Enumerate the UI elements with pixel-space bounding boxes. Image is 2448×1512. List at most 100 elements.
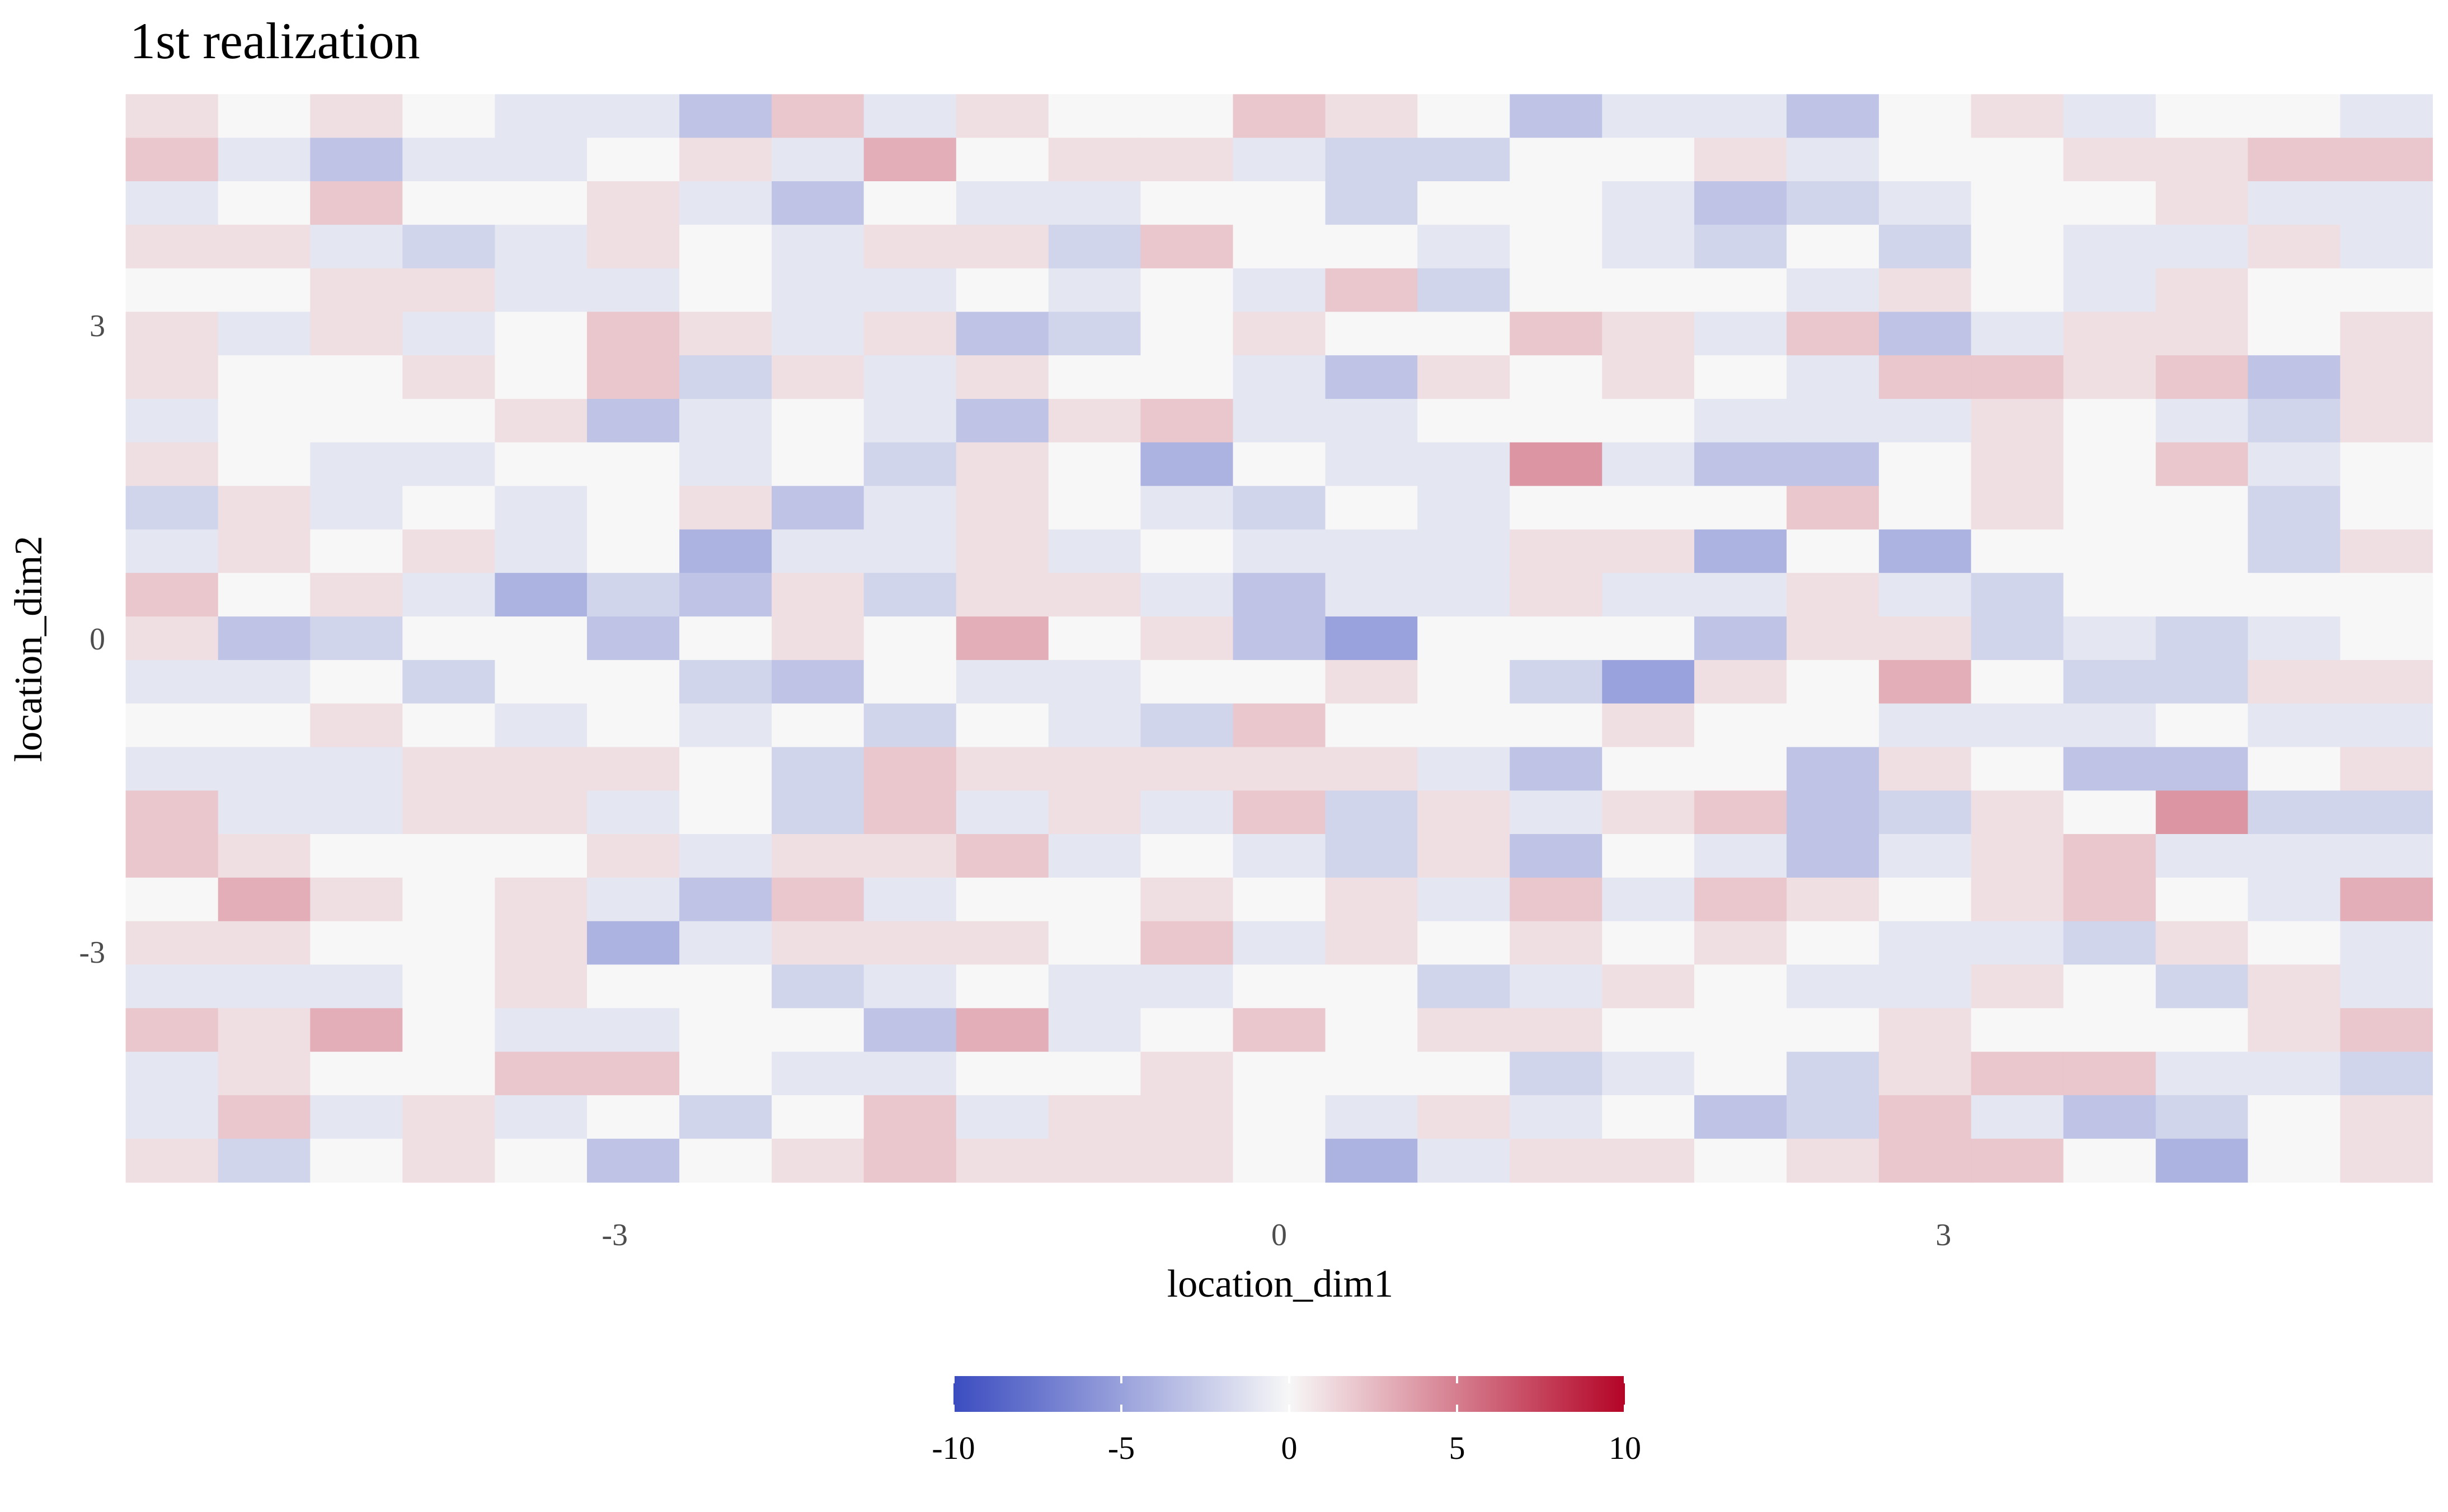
heatmap-cell-r7-c18 xyxy=(1786,399,1880,443)
heatmap-cell-r2-c18 xyxy=(1786,181,1880,225)
heatmap-cell-r8-c6 xyxy=(679,442,772,487)
heatmap-cell-r14-c17 xyxy=(1694,703,1787,748)
heatmap-cell-r4-c13 xyxy=(1325,268,1418,313)
heatmap-cell-r2-c7 xyxy=(772,181,864,225)
heatmap-cell-r1-c2 xyxy=(310,138,403,182)
heatmap-cell-r17-c0 xyxy=(125,834,219,878)
heatmap-cell-r3-c5 xyxy=(587,224,680,269)
heatmap-cell-r19-c8 xyxy=(863,921,957,965)
heatmap-cell-r13-c3 xyxy=(402,660,495,704)
heatmap-cell-r17-c14 xyxy=(1417,834,1510,878)
heatmap-cell-r11-c5 xyxy=(587,573,680,617)
heatmap-cell-r20-c16 xyxy=(1602,964,1695,1009)
heatmap-cell-r2-c20 xyxy=(1971,181,2064,225)
heatmap-cell-r19-c16 xyxy=(1602,921,1695,965)
heatmap-cell-r21-c8 xyxy=(863,1008,957,1052)
heatmap-cell-r8-c8 xyxy=(863,442,957,487)
heatmap-cell-r20-c5 xyxy=(587,964,680,1009)
heatmap-cell-r2-c19 xyxy=(1878,181,1972,225)
heatmap-cell-r23-c0 xyxy=(125,1095,219,1139)
heatmap-cell-r18-c16 xyxy=(1602,877,1695,922)
heatmap-cell-r3-c19 xyxy=(1878,224,1972,269)
heatmap-cell-r8-c9 xyxy=(956,442,1049,487)
heatmap-cell-r19-c1 xyxy=(218,921,311,965)
colorbar-tick-label: -5 xyxy=(1108,1430,1135,1466)
heatmap-cell-r9-c4 xyxy=(495,486,588,530)
heatmap-cell-r3-c14 xyxy=(1417,224,1510,269)
heatmap-cell-r13-c24 xyxy=(2340,660,2433,704)
heatmap-cell-r16-c23 xyxy=(2248,790,2341,835)
heatmap-cell-r6-c11 xyxy=(1140,355,1233,399)
heatmap-cell-r6-c6 xyxy=(679,355,772,399)
heatmap-cell-r21-c18 xyxy=(1786,1008,1880,1052)
heatmap-cell-r0-c15 xyxy=(1510,94,1603,138)
heatmap-cell-r11-c12 xyxy=(1233,573,1326,617)
y-axis-title: location_dim2 xyxy=(7,536,50,762)
heatmap-cell-r0-c11 xyxy=(1140,94,1233,138)
heatmap-cell-r22-c22 xyxy=(2155,1052,2249,1096)
heatmap-cell-r24-c24 xyxy=(2340,1138,2433,1183)
heatmap-cell-r11-c13 xyxy=(1325,573,1418,617)
heatmap-cell-r10-c5 xyxy=(587,529,680,573)
heatmap-cell-r21-c2 xyxy=(310,1008,403,1052)
heatmap-cell-r4-c1 xyxy=(218,268,311,313)
heatmap-cell-r6-c10 xyxy=(1048,355,1141,399)
heatmap-cell-r11-c21 xyxy=(2063,573,2156,617)
heatmap-cell-r13-c15 xyxy=(1510,660,1603,704)
heatmap-cell-r15-c5 xyxy=(587,747,680,791)
heatmap-cell-r1-c17 xyxy=(1694,138,1787,182)
colorbar-tick-label: 10 xyxy=(1609,1430,1641,1466)
heatmap-cell-r20-c18 xyxy=(1786,964,1880,1009)
heatmap-cell-r9-c8 xyxy=(863,486,957,530)
heatmap-cell-r21-c20 xyxy=(1971,1008,2064,1052)
heatmap-cell-r14-c21 xyxy=(2063,703,2156,748)
heatmap-cell-r14-c18 xyxy=(1786,703,1880,748)
heatmap-cell-r24-c0 xyxy=(125,1138,219,1183)
heatmap-cell-r0-c24 xyxy=(2340,94,2433,138)
heatmap-cell-r23-c20 xyxy=(1971,1095,2064,1139)
heatmap-cell-r12-c16 xyxy=(1602,616,1695,661)
heatmap-cell-r2-c13 xyxy=(1325,181,1418,225)
heatmap-cell-r9-c0 xyxy=(125,486,219,530)
heatmap-cell-r24-c3 xyxy=(402,1138,495,1183)
heatmap-cell-r5-c12 xyxy=(1233,312,1326,356)
heatmap-cell-r11-c24 xyxy=(2340,573,2433,617)
heatmap-cell-r16-c8 xyxy=(863,790,957,835)
heatmap-cell-r18-c4 xyxy=(495,877,588,922)
heatmap-cell-r6-c2 xyxy=(310,355,403,399)
heatmap-cell-r16-c2 xyxy=(310,790,403,835)
heatmap-cell-r8-c2 xyxy=(310,442,403,487)
heatmap-cell-r1-c10 xyxy=(1048,138,1141,182)
heatmap-cell-r23-c16 xyxy=(1602,1095,1695,1139)
heatmap-cell-r23-c6 xyxy=(679,1095,772,1139)
heatmap-cell-r14-c6 xyxy=(679,703,772,748)
heatmap-cell-r18-c13 xyxy=(1325,877,1418,922)
y-tick-label: 3 xyxy=(90,309,105,343)
heatmap-cell-r10-c20 xyxy=(1971,529,2064,573)
heatmap-cell-r0-c3 xyxy=(402,94,495,138)
heatmap-cell-r22-c6 xyxy=(679,1052,772,1096)
heatmap-cell-r15-c21 xyxy=(2063,747,2156,791)
heatmap-cell-r22-c1 xyxy=(218,1052,311,1096)
heatmap-cell-r9-c18 xyxy=(1786,486,1880,530)
heatmap-cell-r18-c24 xyxy=(2340,877,2433,922)
heatmap-cell-r23-c18 xyxy=(1786,1095,1880,1139)
heatmap-cell-r24-c2 xyxy=(310,1138,403,1183)
heatmap-cell-r4-c4 xyxy=(495,268,588,313)
heatmap-cell-r7-c12 xyxy=(1233,399,1326,443)
heatmap-cell-r13-c13 xyxy=(1325,660,1418,704)
heatmap-cell-r18-c0 xyxy=(125,877,219,922)
heatmap-cell-r9-c11 xyxy=(1140,486,1233,530)
heatmap-cell-r18-c6 xyxy=(679,877,772,922)
heatmap-cell-r14-c19 xyxy=(1878,703,1972,748)
heatmap-cell-r24-c5 xyxy=(587,1138,680,1183)
heatmap-cell-r15-c24 xyxy=(2340,747,2433,791)
heatmap-cell-r17-c2 xyxy=(310,834,403,878)
heatmap-cell-r15-c0 xyxy=(125,747,219,791)
heatmap-cell-r24-c13 xyxy=(1325,1138,1418,1183)
heatmap-cell-r8-c21 xyxy=(2063,442,2156,487)
heatmap-cell-r7-c19 xyxy=(1878,399,1972,443)
heatmap-cell-r4-c24 xyxy=(2340,268,2433,313)
heatmap-cell-r10-c19 xyxy=(1878,529,1972,573)
heatmap-cell-r10-c21 xyxy=(2063,529,2156,573)
